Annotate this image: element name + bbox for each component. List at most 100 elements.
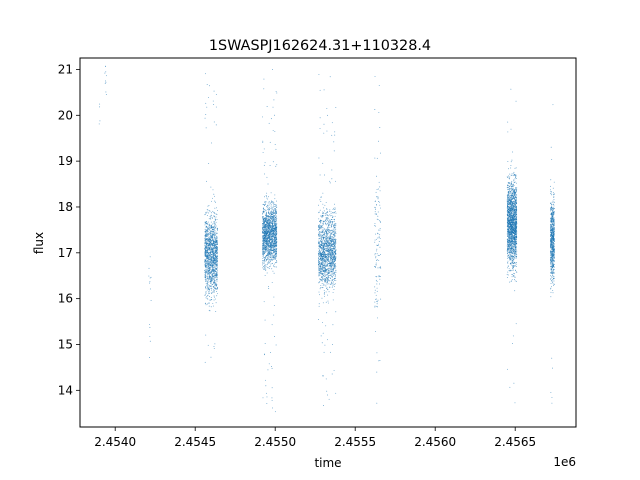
data-point [265,265,267,267]
data-point [334,275,336,277]
data-point [275,248,277,249]
data-point [204,272,206,273]
data-point [326,259,328,261]
data-point [322,192,324,194]
data-point [206,226,208,228]
series-0-segment-11 [506,159,518,283]
data-point [206,106,208,108]
data-point [333,266,335,268]
data-point [205,268,207,270]
data-point [334,285,335,287]
data-point [262,227,264,229]
data-point [318,242,320,244]
data-point [210,241,212,243]
data-point [263,222,265,224]
data-point [270,200,272,202]
data-point [211,251,213,253]
data-point [208,244,210,246]
data-point [324,258,326,260]
data-point [209,271,211,273]
data-point [263,78,265,80]
data-point [323,351,325,353]
data-point [208,284,210,286]
data-point [374,266,375,268]
data-point [262,228,264,230]
data-point [206,238,207,240]
data-point [105,65,106,67]
data-point [272,240,273,242]
data-point [215,239,217,241]
data-point [263,256,265,258]
data-point [332,257,334,259]
data-point [335,270,337,272]
data-point [267,257,269,259]
data-point [216,259,218,261]
data-point [379,276,381,277]
data-point [211,279,213,281]
data-point [323,242,325,244]
data-point [276,232,278,234]
data-point [210,282,212,284]
data-point [324,273,326,275]
data-point [215,288,217,290]
data-point [335,256,337,258]
data-point [273,217,275,218]
data-point [332,242,334,244]
data-point [206,180,207,182]
data-point [327,245,329,247]
data-point [207,241,209,243]
data-point [508,188,510,190]
data-point [205,212,207,214]
data-point [213,229,215,231]
data-point [318,259,320,261]
data-point [215,302,217,304]
data-point [210,282,212,284]
data-point [274,252,276,254]
data-point [374,267,376,268]
data-point [334,232,336,234]
data-point [324,219,326,221]
data-point [318,272,320,274]
data-point [327,227,329,229]
data-point [266,206,268,208]
data-point [265,225,267,227]
data-point [273,228,275,230]
data-point [105,71,107,73]
data-point [331,224,332,226]
data-point [209,288,211,289]
data-point [262,235,263,237]
data-point [212,291,214,293]
data-point [330,251,332,252]
data-point [270,201,272,203]
data-point [206,247,208,249]
series-0-segment-3 [204,193,219,312]
data-point [334,273,336,275]
data-point [375,250,377,252]
data-point [378,229,380,231]
data-point [217,241,218,243]
data-point [264,259,265,261]
data-point [327,229,328,231]
data-point [319,235,320,237]
data-point [208,252,209,254]
data-point [267,215,269,216]
data-point [262,224,264,226]
data-point [266,222,268,224]
data-point [263,248,265,250]
data-point [271,242,273,244]
data-point [264,224,266,226]
data-point [323,290,325,292]
data-point [214,243,216,245]
data-point [264,244,266,246]
data-point [211,223,213,225]
data-point [263,219,265,220]
data-point [322,227,324,229]
data-point [210,236,212,238]
data-point [276,260,278,261]
data-point [215,231,217,233]
data-point [334,207,336,209]
data-point [330,269,332,271]
data-point [329,222,331,224]
data-point [216,268,217,270]
data-point [205,263,207,265]
